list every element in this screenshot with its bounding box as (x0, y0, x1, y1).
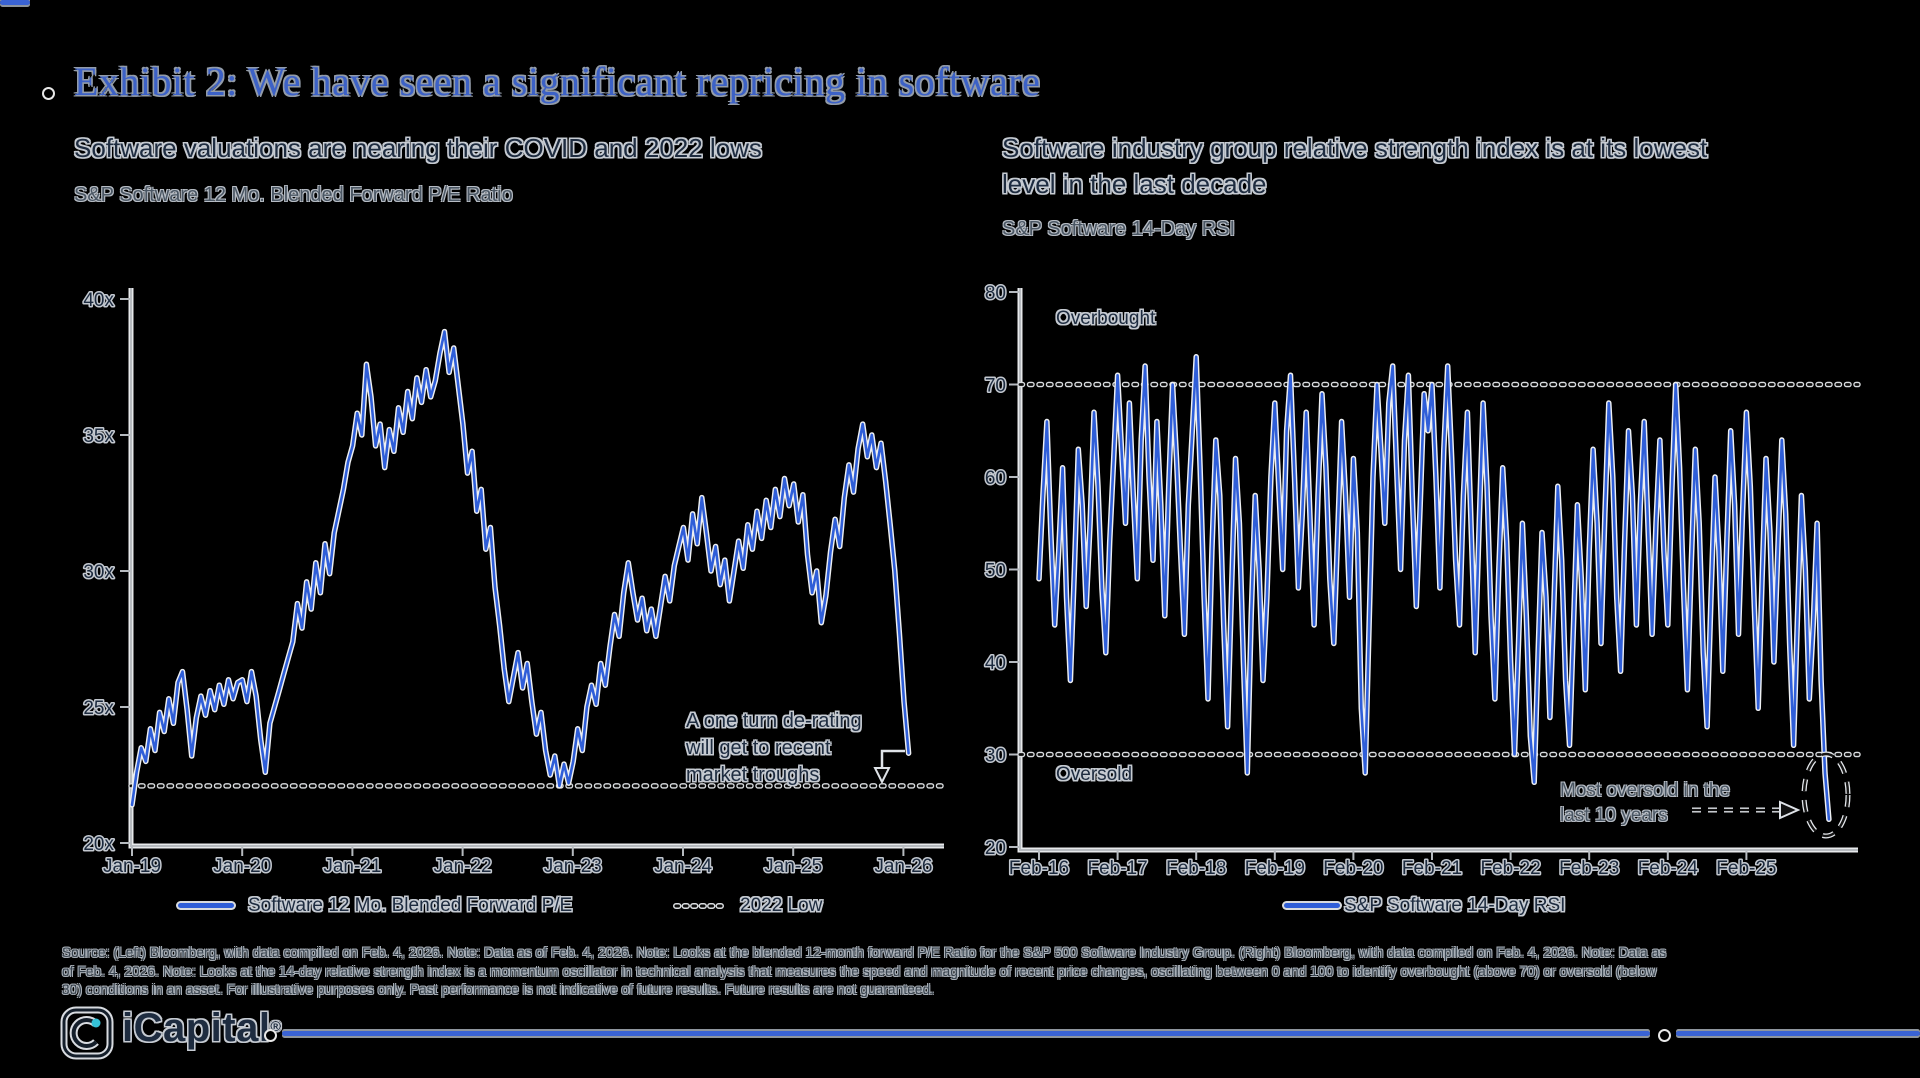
exhibit-title: Exhibit 2: We have seen a significant re… (74, 59, 1041, 104)
derating-annotation-line2: will get to recent (686, 737, 831, 759)
x-tick-label: Feb-25 (1716, 858, 1776, 879)
y-tick-label: 20 (985, 838, 1006, 859)
x-tick-label: Jan-21 (323, 856, 381, 877)
rsi-legend-label: S&P Software 14-Day RSI (1344, 895, 1566, 916)
pe-line-series (130, 330, 910, 807)
x-tick-label: Feb-22 (1480, 858, 1540, 879)
pe-legend-label: Software 12 Mo. Blended Forward P/E (248, 895, 573, 916)
y-tick-label: 30 (985, 746, 1006, 767)
source-note-line3: 30) conditions in an asset. For illustra… (62, 982, 935, 997)
right-chart-subtitle-line1: Software industry group relative strengt… (1002, 133, 1708, 163)
y-tick-label: 20x (83, 834, 114, 855)
x-tick-label: Feb-19 (1245, 858, 1305, 879)
right-chart-series-label: S&P Software 14-Day RSI (1002, 218, 1236, 240)
most-oversold-line1: Most oversold in the (1560, 780, 1731, 801)
oversold-arrow-head-icon (1779, 800, 1801, 820)
pe-legend-swatch (178, 903, 234, 908)
y-tick-label: 35x (83, 426, 114, 447)
x-tick-label: Feb-18 (1166, 858, 1226, 879)
icapital-logo-text: iCapital® (122, 1006, 281, 1051)
header-dot-icon (42, 87, 55, 100)
x-tick-label: Feb-21 (1402, 858, 1462, 879)
source-note-line1: Source: (Left) Bloomberg, with data comp… (62, 945, 1667, 960)
y-tick-label: 50 (985, 561, 1006, 582)
dotted-legend-swatch (673, 903, 729, 909)
right-axis (1019, 288, 1858, 851)
logo-wordmark: iCapital (122, 1006, 271, 1050)
y-tick-label: 70 (985, 376, 1006, 397)
x-tick-label: Jan-25 (764, 856, 822, 877)
source-note: Source: (Left) Bloomberg, with data comp… (62, 944, 1666, 1000)
derating-arrow-stem (880, 749, 905, 768)
most-oversold-line2: last 10 years (1560, 805, 1668, 826)
logo-registered-mark: ® (270, 1018, 282, 1034)
x-tick-label: Jan-26 (874, 856, 932, 877)
x-tick-label: Jan-20 (213, 856, 271, 877)
dotted-legend-label: 2022 Low (740, 895, 823, 916)
y-tick-label: 60 (985, 468, 1006, 489)
footer-rule-main (282, 1031, 1650, 1036)
x-tick-label: Jan-19 (103, 856, 161, 877)
source-note-line2: of Feb. 4, 2026. Note: Looks at the 14-d… (62, 963, 1657, 979)
icapital-logo-icon (60, 1006, 114, 1060)
footer-dot-left-icon (264, 1029, 277, 1042)
y-tick-label: 40x (83, 290, 114, 311)
x-tick-label: Feb-17 (1087, 858, 1147, 879)
footer-rule-end (1676, 1031, 1920, 1036)
rsi-legend-swatch (1284, 903, 1340, 908)
derating-arrow-head-icon (873, 767, 891, 785)
derating-annotation: A one turn de-rating will get to recent … (686, 708, 862, 789)
x-tick-label: Feb-20 (1323, 858, 1383, 879)
right-chart-subtitle-line2: level in the last decade (1002, 169, 1267, 199)
header-rule (0, 0, 30, 5)
x-tick-label: Feb-23 (1559, 858, 1619, 879)
y-tick-label: 30x (83, 562, 114, 583)
most-oversold-annotation: Most oversold in the last 10 years (1560, 778, 1730, 828)
x-tick-label: Jan-24 (654, 856, 713, 877)
y-tick-label: 40 (985, 653, 1006, 674)
rsi-line-series (1037, 355, 1831, 821)
oversold-label: Oversold (1056, 764, 1133, 785)
footer-dot-right-icon (1658, 1029, 1671, 1042)
y-tick-label: 80 (985, 283, 1006, 304)
derating-annotation-line3: market troughs (686, 764, 820, 786)
left-chart-subtitle: Software valuations are nearing their CO… (74, 133, 762, 163)
x-tick-label: Jan-23 (544, 856, 602, 877)
right-reference-lines (1017, 381, 1861, 758)
x-tick-label: Feb-24 (1638, 858, 1699, 879)
x-tick-label: Jan-22 (434, 856, 492, 877)
derating-annotation-line1: A one turn de-rating (686, 710, 862, 732)
x-tick-label: Feb-16 (1009, 858, 1069, 879)
right-chart-subtitle: Software industry group relative strengt… (1002, 130, 1882, 202)
overbought-label: Overbought (1056, 308, 1156, 329)
y-tick-label: 25x (83, 698, 114, 719)
left-chart-series-label: S&P Software 12 Mo. Blended Forward P/E … (74, 184, 513, 206)
oversold-ellipse (1802, 752, 1850, 838)
